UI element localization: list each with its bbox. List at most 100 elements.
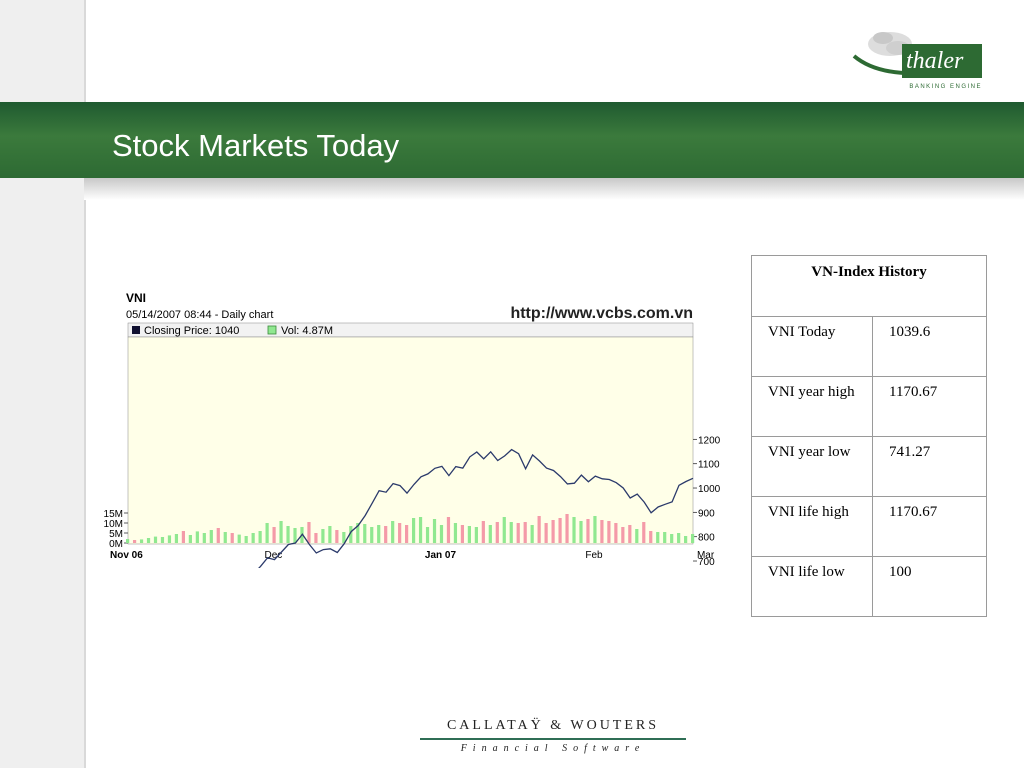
volume-bar — [167, 535, 172, 543]
volume-bar — [684, 536, 688, 543]
volume-bar — [481, 521, 485, 543]
volume-bar — [656, 532, 660, 543]
row-label: VNI Today — [751, 316, 873, 377]
logo-text: thaler — [906, 48, 964, 74]
volume-bar — [321, 529, 325, 543]
volume-bar — [391, 521, 395, 543]
volume-bar — [223, 532, 227, 543]
volume-bar — [649, 531, 653, 543]
price-tick-label: 800 — [698, 533, 715, 544]
volume-bar — [544, 523, 548, 543]
volume-bar — [488, 525, 492, 543]
volume-bar — [453, 523, 458, 543]
volume-bar — [670, 534, 674, 543]
volume-bar — [565, 514, 569, 543]
legend-vol: Vol: 4.87M — [281, 325, 333, 337]
volume-bar — [342, 532, 346, 543]
volume-bar — [593, 516, 597, 543]
volume-bar — [537, 516, 541, 543]
row-label: VNI year high — [751, 376, 873, 437]
month-label: Dec — [264, 550, 282, 561]
volume-bar — [418, 517, 423, 543]
volume-bar — [237, 534, 241, 543]
volume-bar — [293, 528, 297, 543]
vni-chart: VNI 05/14/2007 08:44 - Daily chart http:… — [104, 291, 720, 568]
volume-bar — [509, 522, 513, 543]
volume-tick-label: 0M — [109, 539, 123, 550]
footer-logo: CALLATAŸ & WOUTERS Financial Software — [420, 718, 686, 758]
volume-bar — [516, 523, 520, 543]
volume-tick-label: 15M — [104, 509, 123, 520]
footer-subtitle: Financial Software — [460, 743, 646, 754]
volume-bar — [328, 526, 332, 543]
history-table-header: VN-Index History — [751, 255, 987, 317]
volume-bar — [502, 517, 506, 543]
volume-bar — [153, 536, 158, 543]
volume-bar — [160, 537, 165, 543]
volume-bar — [530, 525, 534, 543]
table-row: VNI year high 1170.67 — [751, 376, 987, 437]
volume-bar — [139, 539, 144, 543]
volume-bar — [635, 529, 639, 543]
volume-bar — [691, 534, 695, 543]
month-label: Nov 06 — [110, 550, 143, 561]
price-tick-label: 1200 — [698, 435, 720, 446]
volume-bar — [425, 527, 430, 543]
volume-bar — [607, 521, 611, 543]
chart-source: http://www.vcbs.com.vn — [510, 305, 693, 322]
volume-bar — [551, 520, 555, 543]
volume-bar — [363, 524, 367, 543]
volume-bar — [572, 517, 576, 543]
price-tick-label: 1100 — [698, 460, 720, 471]
volume-bar — [202, 533, 206, 543]
table-row: VNI year low 741.27 — [751, 436, 987, 497]
volume-bar — [558, 518, 562, 543]
legend-vol-swatch — [267, 325, 277, 335]
volume-bar — [132, 540, 137, 543]
legend-price-swatch — [132, 326, 140, 334]
logo-tagline: BANKING ENGINE — [909, 84, 982, 90]
price-tick-label: 1000 — [698, 484, 720, 495]
volume-bar — [356, 523, 360, 543]
volume-tick-label: 10M — [104, 519, 123, 530]
month-label: Jan 07 — [425, 550, 457, 561]
volume-bar — [335, 530, 339, 543]
volume-bar — [398, 523, 402, 543]
volume-bar — [370, 527, 374, 543]
volume-bar — [411, 518, 416, 543]
row-value: 1039.6 — [872, 316, 987, 377]
price-tick-label: 900 — [698, 508, 715, 519]
table-row: VNI life low 100 — [751, 556, 987, 617]
plot-area — [127, 336, 694, 545]
row-value: 741.27 — [872, 436, 987, 497]
volume-bar — [286, 526, 290, 543]
chart-title: VNI — [126, 291, 146, 305]
volume-bar — [523, 522, 527, 543]
volume-bar — [216, 528, 220, 543]
legend-price: Closing Price: 1040 — [144, 325, 239, 337]
volume-bar — [467, 526, 471, 543]
volume-bar — [244, 536, 248, 543]
row-value: 1170.67 — [872, 496, 987, 557]
volume-bar — [642, 522, 646, 543]
title-band — [0, 102, 1024, 178]
price-line — [258, 448, 694, 568]
volume-bar — [495, 522, 499, 543]
volume-bar — [432, 519, 437, 543]
volume-bar — [174, 534, 179, 543]
row-label: VNI life low — [751, 556, 873, 617]
row-value: 100 — [872, 556, 987, 617]
volume-bar — [307, 522, 311, 543]
volume-bar — [446, 517, 451, 543]
chart-subtitle: 05/14/2007 08:44 - Daily chart — [126, 309, 273, 321]
volume-bar — [460, 525, 465, 543]
table-row: VNI Today 1039.6 — [751, 316, 987, 377]
volume-bar — [195, 531, 199, 543]
volume-bar — [439, 525, 444, 543]
month-label: Mar — [697, 550, 715, 561]
month-label: Feb — [585, 550, 603, 561]
volume-bar — [384, 526, 388, 543]
row-label: VNI life high — [751, 496, 873, 557]
volume-bar — [377, 525, 381, 543]
vn-index-history-table: VN-Index History VNI Today 1039.6 VNI ye… — [751, 255, 987, 617]
